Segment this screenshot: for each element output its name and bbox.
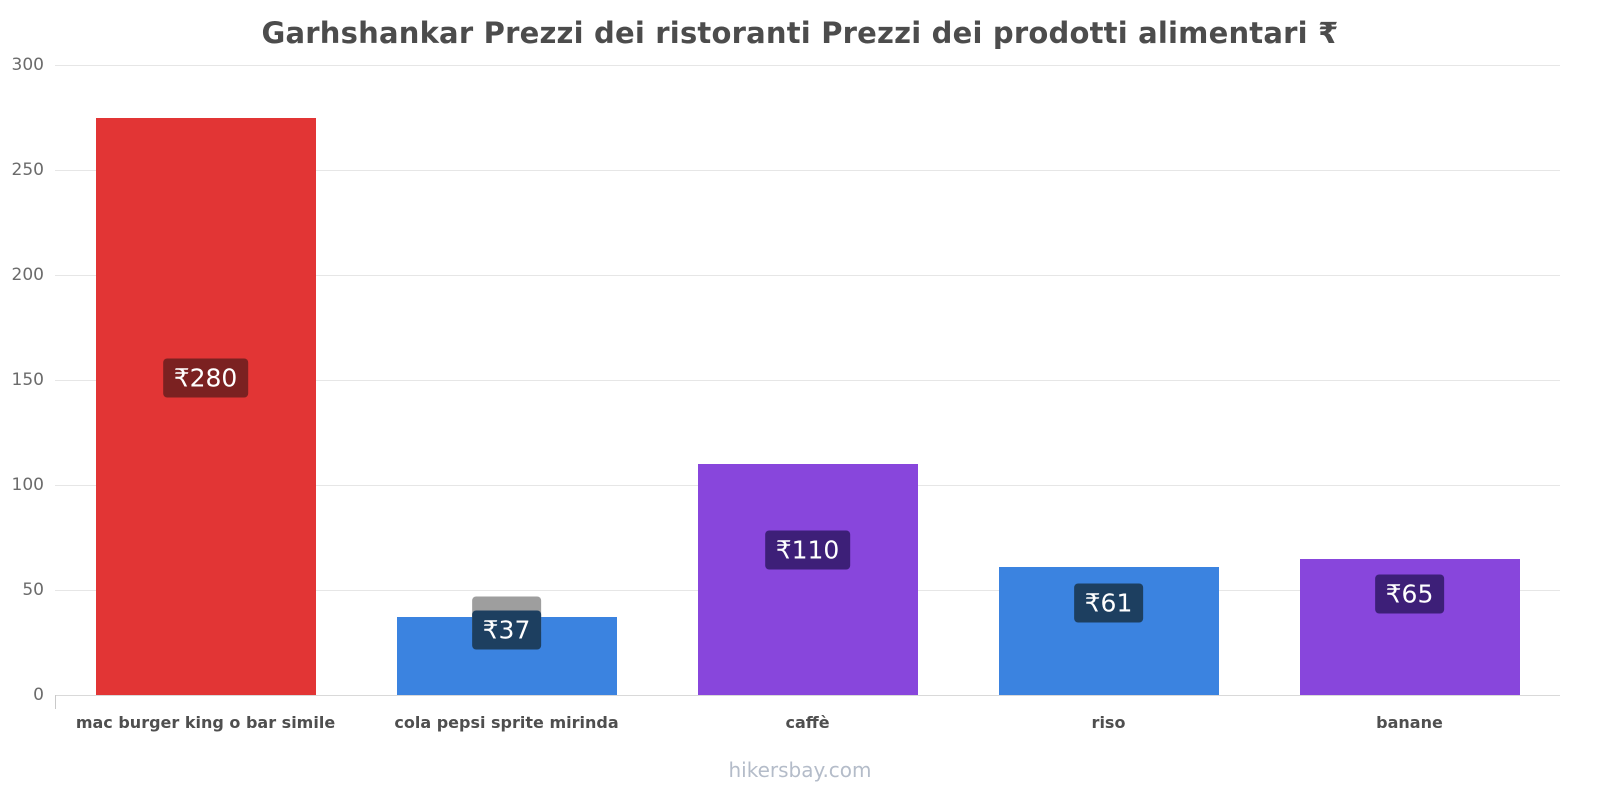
x-category-label: cola pepsi sprite mirinda bbox=[394, 713, 619, 732]
y-tick-label: 50 bbox=[22, 580, 44, 600]
bar[interactable] bbox=[697, 464, 918, 695]
watermark: hikersbay.com bbox=[728, 758, 872, 782]
plot-area: 0 50 100 150 200 250 300 ₹280 mac burger king o … bbox=[12, 55, 1560, 732]
y-tick-label: 300 bbox=[11, 55, 44, 75]
x-category-label: caffè bbox=[785, 713, 830, 732]
y-tick-label: 200 bbox=[11, 265, 44, 285]
bar[interactable] bbox=[95, 117, 316, 695]
y-tick-label: 150 bbox=[11, 370, 44, 390]
bar-value-label: ₹280 bbox=[162, 358, 249, 398]
grid-line bbox=[55, 695, 1560, 696]
y-tick-label: 0 bbox=[33, 685, 44, 705]
bar-value-label: ₹37 bbox=[471, 610, 542, 650]
bar-value-label: ₹110 bbox=[764, 530, 851, 570]
grid-line bbox=[55, 170, 1560, 171]
y-tick-label: 250 bbox=[11, 160, 44, 180]
grid-line bbox=[55, 275, 1560, 276]
bar-value-label: ₹61 bbox=[1073, 583, 1144, 623]
chart-title: Garhshankar Prezzi dei ristoranti Prezzi… bbox=[261, 16, 1339, 50]
grid-line bbox=[55, 380, 1560, 381]
x-category-label: mac burger king o bar simile bbox=[75, 713, 336, 732]
bar-value-label: ₹65 bbox=[1374, 574, 1445, 614]
x-axis-tick bbox=[55, 695, 56, 709]
y-tick-label: 100 bbox=[11, 475, 44, 495]
x-category-label: riso bbox=[1091, 713, 1126, 732]
grid-line bbox=[55, 65, 1560, 66]
x-category-label: banane bbox=[1376, 713, 1443, 732]
